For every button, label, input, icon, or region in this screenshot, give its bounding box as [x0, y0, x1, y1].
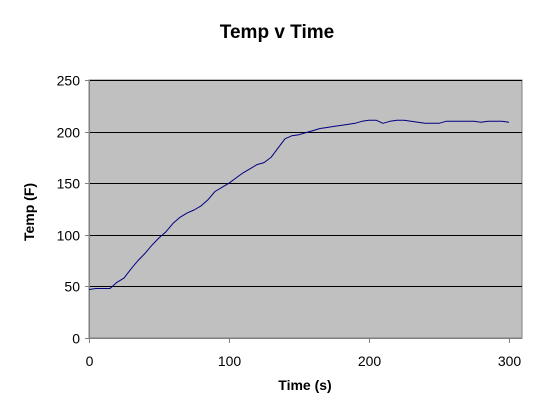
y-tick-label-200: 200	[57, 125, 81, 141]
x-tick-label-200: 200	[358, 353, 382, 369]
series-lines	[88, 119, 510, 290]
y-tick-label-150: 150	[57, 176, 81, 192]
chart-title: Temp v Time	[220, 22, 334, 43]
x-tick-label-0: 0	[86, 353, 94, 369]
y-tick-label-250: 250	[57, 73, 81, 89]
y-tick-label-0: 0	[72, 331, 80, 347]
y-tick-label-50: 50	[64, 279, 80, 295]
x-tick-label-300: 300	[498, 353, 522, 369]
series-line-0	[88, 119, 510, 290]
tick-labels: 0 50 100 150 200 250 0 100 200 300	[57, 73, 522, 370]
axes	[85, 80, 522, 343]
x-tick-label-100: 100	[218, 353, 242, 369]
y-axis-label: Temp (F)	[21, 183, 37, 241]
x-axis-label: Time (s)	[278, 377, 331, 393]
y-tick-label-100: 100	[57, 228, 81, 244]
plot-area	[88, 79, 523, 339]
